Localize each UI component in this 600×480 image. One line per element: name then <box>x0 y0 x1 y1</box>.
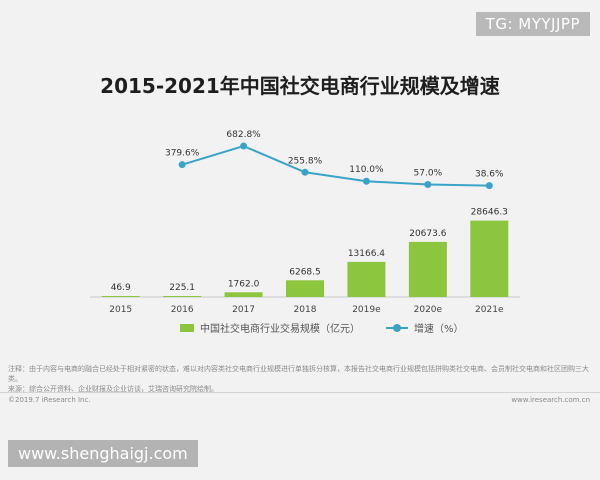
x-tick-label-2018: 2018 <box>294 305 317 315</box>
labels-layer: 46.9 2015 225.1 2016 1762.0 2017 6268.5 2018 131… <box>109 130 508 315</box>
bar-2021e <box>470 220 509 297</box>
x-tick-label-2020e: 2020e <box>414 305 443 315</box>
growth-line-layer <box>178 142 493 190</box>
bar-value-label-2015: 46.9 <box>111 283 131 293</box>
legend-bar-label: 中国社交电商行业交易规模（亿元） <box>200 324 360 335</box>
bar-value-label-2018: 6268.5 <box>289 267 321 277</box>
growth-label-2020e: 57.0% <box>414 168 443 178</box>
growth-point-2020e <box>424 180 432 188</box>
legend-line-label: 增速（%） <box>414 324 464 335</box>
chart-title: 2015-2021年中国社交电商行业规模及增速 <box>100 74 500 98</box>
bar-value-label-2021e: 28646.3 <box>471 208 508 218</box>
growth-label-2021e: 38.6% <box>475 170 504 180</box>
growth-line <box>181 144 490 187</box>
bar-value-label-2016: 225.1 <box>169 283 195 293</box>
note-text: 注释：由于内容与电商的融合已经处于相对紧密的状态，难以对内容类社交电商行业规模进… <box>8 365 589 383</box>
x-tick-label-2016: 2016 <box>171 305 194 315</box>
legend: 中国社交电商行业交易规模（亿元） 增速（%） <box>180 320 464 335</box>
x-tick-label-2019e: 2019e <box>352 305 381 315</box>
bar-value-label-2019e: 13166.4 <box>348 249 385 259</box>
source-text: 来源：综合公开资料、企业财报及企业访谈，艾瑞咨询研究院绘制。 <box>8 385 218 393</box>
growth-point-2018 <box>301 168 309 176</box>
footer-divider <box>0 392 600 393</box>
x-tick-label-2017: 2017 <box>232 305 255 315</box>
bar-2019e <box>347 261 386 297</box>
growth-label-2019e: 110.0% <box>349 165 384 175</box>
growth-point-2021e <box>485 182 493 190</box>
watermark-top: TG: MYYJJPP <box>475 12 590 36</box>
growth-point-2017 <box>240 142 248 150</box>
chart-notes: 注释：由于内容与电商的融合已经处于相对紧密的状态，难以对内容类社交电商行业规模进… <box>8 364 592 394</box>
growth-label-2016: 379.6% <box>165 149 200 159</box>
x-tick-label-2015: 2015 <box>109 305 132 315</box>
growth-point-2019e <box>362 177 370 185</box>
watermark-bottom: www.shenghaigj.com <box>8 440 198 467</box>
bar-2016 <box>163 296 202 297</box>
x-tick-label-2021e: 2021e <box>475 305 504 315</box>
legend-bar-swatch <box>180 323 194 332</box>
bar-2020e <box>408 241 447 297</box>
growth-label-2018: 255.8% <box>288 156 323 166</box>
bar-value-label-2020e: 20673.6 <box>409 229 446 239</box>
bar-2015 <box>101 296 140 297</box>
legend-line-swatch <box>386 323 408 332</box>
bar-2018 <box>286 280 324 297</box>
bars-layer <box>90 220 520 298</box>
bar-2017 <box>224 292 263 297</box>
growth-label-2017: 682.8% <box>226 130 261 140</box>
footer-copyright: ©2019.7 iResearch Inc. <box>8 396 91 404</box>
bar-value-label-2017: 1762.0 <box>228 279 260 289</box>
footer-website: www.iresearch.com.cn <box>511 396 590 404</box>
growth-point-2016 <box>178 161 186 169</box>
